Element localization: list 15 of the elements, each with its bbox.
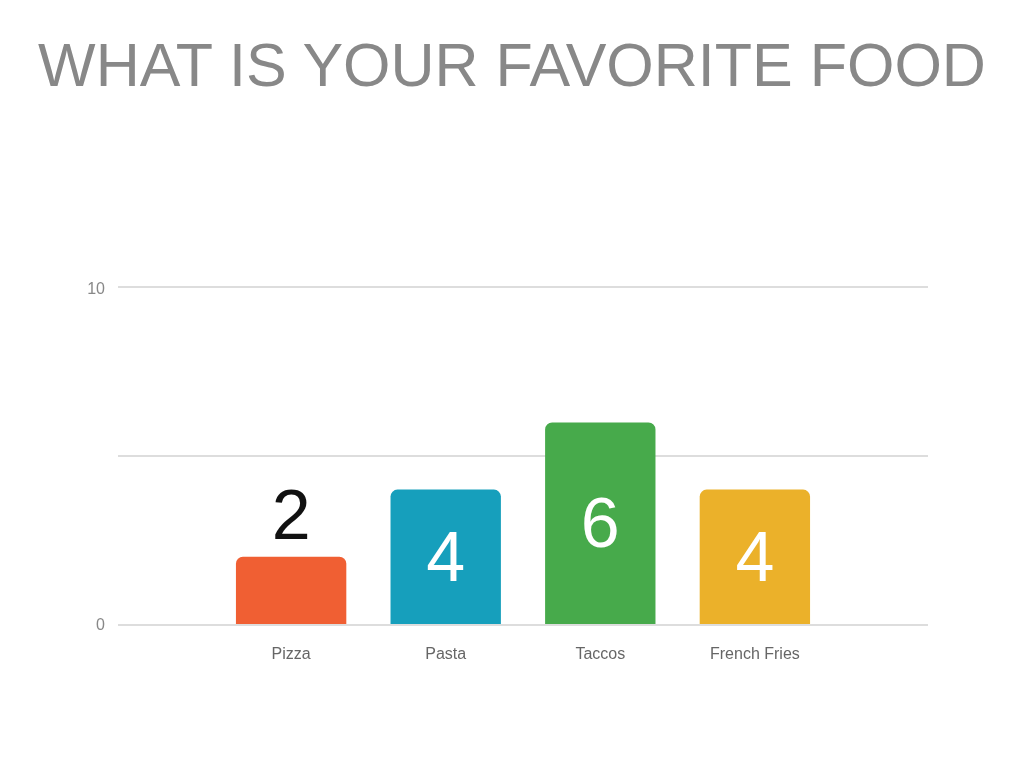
x-tick-label: Taccos bbox=[575, 645, 626, 663]
bar bbox=[235, 556, 347, 624]
x-tick-label: Pizza bbox=[271, 645, 311, 663]
data-label: 4 bbox=[735, 517, 775, 596]
y-tick-label: 0 bbox=[96, 615, 106, 633]
data-label: 6 bbox=[580, 484, 620, 563]
bar bbox=[699, 489, 811, 624]
data-label: 2 bbox=[271, 475, 311, 554]
bar bbox=[390, 489, 501, 624]
data-label: 4 bbox=[426, 517, 466, 596]
x-tick-label: French Fries bbox=[709, 645, 800, 663]
y-tick-label: 10 bbox=[87, 279, 106, 297]
chart-title: WHAT IS YOUR FAVORITE FOOD bbox=[38, 31, 986, 100]
bar bbox=[545, 422, 656, 624]
x-tick-label: Pasta bbox=[425, 645, 467, 663]
